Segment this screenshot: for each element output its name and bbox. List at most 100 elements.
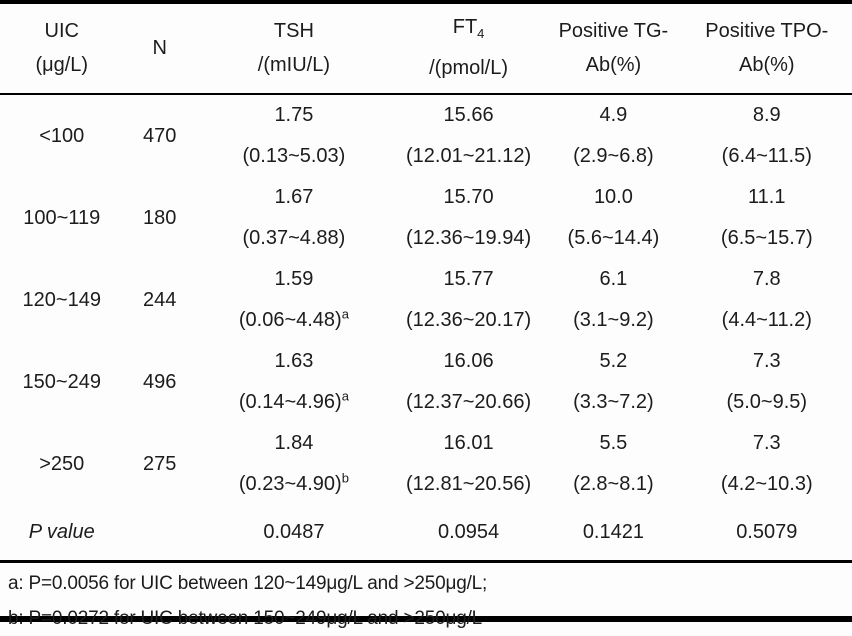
col-header-uic: UIC (μg/L)	[0, 2, 124, 94]
header-row: UIC (μg/L) N TSH /(mIU/L) FT4 /(pmol/L) …	[0, 2, 852, 94]
ft4-value: 15.70	[443, 186, 494, 208]
tpoab-value: 8.9	[752, 104, 781, 126]
tpoab-cell: 11.1 (6.5~15.7)	[682, 177, 852, 259]
ft4-value: 15.77	[443, 268, 494, 290]
tpoab-range: (6.4~11.5)	[721, 145, 812, 167]
n-cell: 275	[143, 452, 177, 475]
footnote-a: a: P=0.0056 for UIC between 120~149μg/L …	[8, 572, 488, 594]
tsh-range-text: (0.37~4.88)	[242, 227, 346, 249]
tsh-cell: 1.84 (0.23~4.90)b	[196, 423, 392, 505]
col-header-tpoab: Positive TPO- Ab(%)	[682, 2, 852, 94]
tsh-cell: 1.63 (0.14~4.96)a	[196, 341, 392, 423]
pvalue-label: P value	[28, 520, 95, 543]
tsh-cell: 1.75 (0.13~5.03)	[196, 94, 392, 177]
ft4-header-line2: /(pmol/L)	[429, 57, 509, 79]
tsh-value: 1.84	[274, 432, 314, 454]
table-row: 120~149 244 1.59 (0.06~4.48)a 15.77 (12.…	[0, 259, 852, 341]
uic-header-line2: (μg/L)	[35, 53, 89, 76]
tpoab-cell: 8.9 (6.4~11.5)	[682, 94, 852, 177]
pvalue-tsh: 0.0487	[263, 520, 325, 543]
ft4-cell: 15.77 (12.36~20.17)	[392, 259, 545, 341]
tsh-range-text: (0.06~4.48)	[238, 309, 342, 331]
tsh-range-text: (0.14~4.96)	[238, 391, 342, 413]
n-cell: 244	[143, 288, 177, 311]
tgab-value: 4.9	[599, 104, 628, 126]
uic-cell: 100~119	[23, 206, 101, 229]
tsh-value: 1.63	[274, 350, 314, 372]
tgab-cell: 6.1 (3.1~9.2)	[545, 259, 681, 341]
tgab-cell: 4.9 (2.9~6.8)	[545, 94, 681, 177]
tpoab-range: (4.2~10.3)	[720, 473, 813, 495]
tpoab-cell: 7.8 (4.4~11.2)	[682, 259, 852, 341]
tgab-range: (2.9~6.8)	[573, 145, 654, 167]
tpoab-value: 7.8	[752, 268, 781, 290]
n-header-label: N	[152, 36, 167, 59]
table-footnotes: a: P=0.0056 for UIC between 120~149μg/L …	[0, 563, 852, 635]
tpoab-range: (4.4~11.2)	[721, 309, 812, 331]
significance-marker: a	[341, 388, 349, 404]
tsh-value: 1.75	[274, 104, 314, 126]
ft4-value: 16.01	[443, 432, 494, 454]
tpoab-range: (5.0~9.5)	[726, 391, 808, 413]
pvalue-row: P value 0.0487 0.0954 0.1421 0.5079	[0, 505, 852, 561]
tpoab-header-line1: Positive TPO-	[705, 19, 829, 42]
uic-cell: >250	[39, 452, 85, 475]
ft4-header-subscript: 4	[477, 26, 485, 41]
tsh-header-line1: TSH	[273, 19, 314, 42]
ft4-value: 15.66	[443, 104, 494, 126]
tgab-value: 6.1	[599, 268, 628, 290]
n-cell: 180	[143, 206, 177, 229]
tsh-range: (0.06~4.48)a	[196, 300, 392, 341]
footnote-b: b: P=0.0272 for UIC between 150~249μg/L …	[8, 607, 483, 629]
tgab-range: (2.8~8.1)	[573, 473, 654, 495]
n-cell: 496	[143, 370, 177, 393]
tgab-cell: 5.2 (3.3~7.2)	[545, 341, 681, 423]
tgab-header-line1: Positive TG-	[558, 19, 669, 42]
tgab-range: (3.1~9.2)	[573, 309, 654, 331]
significance-marker: a	[341, 306, 349, 322]
tsh-value: 1.67	[274, 186, 314, 208]
tgab-header-line2: Ab(%)	[585, 53, 642, 76]
tpoab-header-line2: Ab(%)	[738, 53, 795, 76]
ft4-range: (12.81~20.56)	[406, 473, 532, 495]
uic-header-line1: UIC	[44, 19, 79, 42]
ft4-header-main: FT	[452, 16, 478, 38]
pvalue-ft4: 0.0954	[437, 520, 500, 543]
tsh-header-line2: /(mIU/L)	[257, 53, 331, 76]
n-cell: 470	[143, 124, 177, 147]
tgab-value: 5.5	[599, 432, 628, 454]
tsh-range: (0.23~4.90)b	[196, 464, 392, 505]
ft4-value: 16.06	[443, 350, 494, 372]
col-header-tsh: TSH /(mIU/L)	[196, 2, 392, 94]
tpoab-range: (6.5~15.7)	[720, 227, 813, 249]
uic-cell: 150~249	[22, 370, 101, 393]
tgab-value: 5.2	[599, 350, 628, 372]
tsh-cell: 1.59 (0.06~4.48)a	[196, 259, 392, 341]
tgab-cell: 10.0 (5.6~14.4)	[545, 177, 681, 259]
uic-cell: <100	[39, 124, 85, 147]
ft4-range: (12.36~20.17)	[406, 309, 532, 331]
pvalue-n-cell-empty	[124, 505, 196, 561]
table-row: >250 275 1.84 (0.23~4.90)b 16.01 (12.81~…	[0, 423, 852, 505]
ft4-cell: 16.06 (12.37~20.66)	[392, 341, 545, 423]
table-row: 100~119 180 1.67 (0.37~4.88) 15.70 (12.3…	[0, 177, 852, 259]
pvalue-tgab: 0.1421	[582, 520, 644, 543]
tsh-range-text: (0.23~4.90)	[238, 473, 342, 495]
tsh-range-text: (0.13~5.03)	[242, 145, 346, 167]
table-row: 150~249 496 1.63 (0.14~4.96)a 16.06 (12.…	[0, 341, 852, 423]
ft4-header-line1: FT4	[392, 10, 545, 51]
tgab-range: (5.6~14.4)	[567, 227, 660, 249]
tpoab-cell: 7.3 (4.2~10.3)	[682, 423, 852, 505]
ft4-cell: 16.01 (12.81~20.56)	[392, 423, 545, 505]
ft4-cell: 15.70 (12.36~19.94)	[392, 177, 545, 259]
tgab-value: 10.0	[593, 186, 633, 208]
tsh-value: 1.59	[274, 268, 314, 290]
tpoab-value: 7.3	[752, 350, 781, 372]
ft4-range: (12.36~19.94)	[406, 227, 532, 249]
table-row: <100 470 1.75 (0.13~5.03) 15.66 (12.01~2…	[0, 94, 852, 177]
ft4-cell: 15.66 (12.01~21.12)	[392, 94, 545, 177]
uic-cell: 120~149	[22, 288, 101, 311]
tpoab-value: 7.3	[752, 432, 781, 454]
tpoab-cell: 7.3 (5.0~9.5)	[682, 341, 852, 423]
